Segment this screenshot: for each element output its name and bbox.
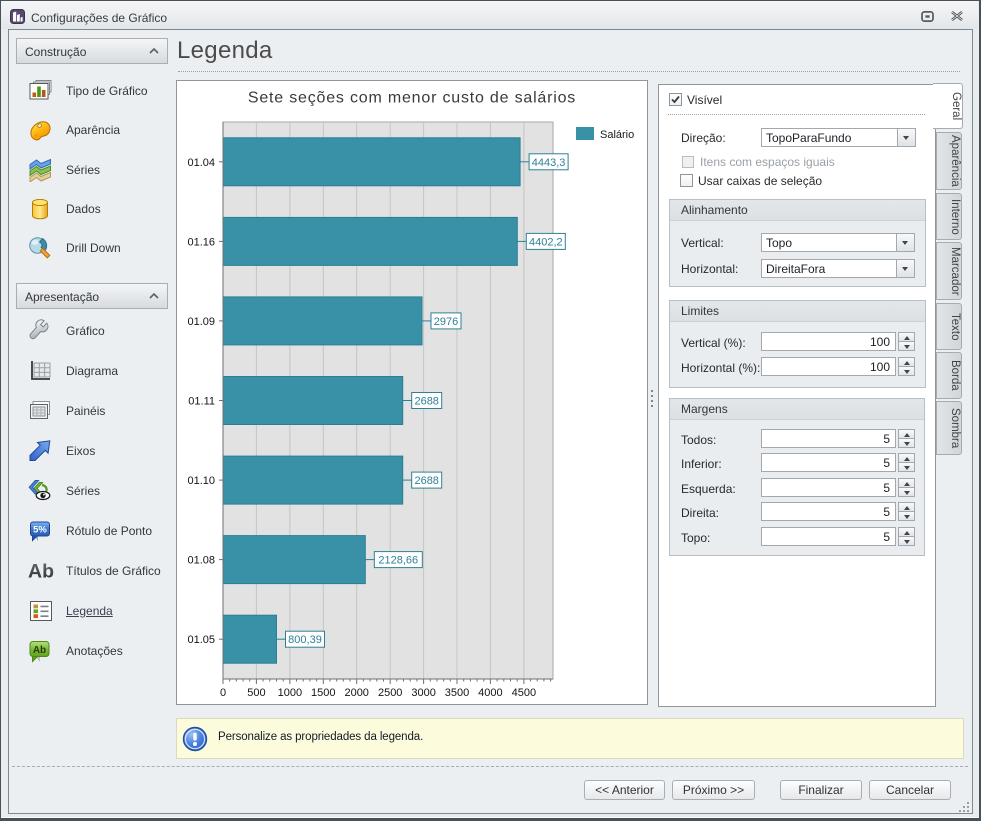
svg-text:01.08: 01.08 <box>187 555 215 567</box>
svg-text:4000: 4000 <box>478 687 502 699</box>
svg-text:2500: 2500 <box>378 687 402 699</box>
svg-text:01.05: 01.05 <box>187 634 215 646</box>
svg-text:2688: 2688 <box>414 396 438 408</box>
svg-text:01.11: 01.11 <box>188 396 215 408</box>
svg-text:01.16: 01.16 <box>187 236 215 248</box>
svg-text:2976: 2976 <box>434 316 458 328</box>
svg-text:01.10: 01.10 <box>187 475 215 487</box>
svg-text:800,39: 800,39 <box>288 634 322 646</box>
svg-text:3000: 3000 <box>411 687 435 699</box>
svg-text:Salário: Salário <box>600 129 634 141</box>
svg-text:2128,66: 2128,66 <box>378 555 418 567</box>
svg-text:01.04: 01.04 <box>187 157 215 169</box>
svg-text:0: 0 <box>220 687 226 699</box>
svg-text:500: 500 <box>247 687 265 699</box>
svg-text:5%: 5% <box>33 525 47 536</box>
svg-text:01.09: 01.09 <box>187 316 215 328</box>
svg-text:Sete seções com menor custo de: Sete seções com menor custo de salários <box>248 90 576 107</box>
svg-text:1000: 1000 <box>278 687 302 699</box>
svg-text:1500: 1500 <box>311 687 335 699</box>
svg-text:4443,3: 4443,3 <box>532 157 566 169</box>
svg-text:Ab: Ab <box>28 561 54 583</box>
svg-text:2000: 2000 <box>344 687 368 699</box>
svg-text:2688: 2688 <box>414 475 438 487</box>
svg-text:3500: 3500 <box>445 687 469 699</box>
svg-text:4500: 4500 <box>512 687 536 699</box>
svg-text:Ab: Ab <box>33 645 46 656</box>
svg-text:4402,2: 4402,2 <box>529 236 563 248</box>
